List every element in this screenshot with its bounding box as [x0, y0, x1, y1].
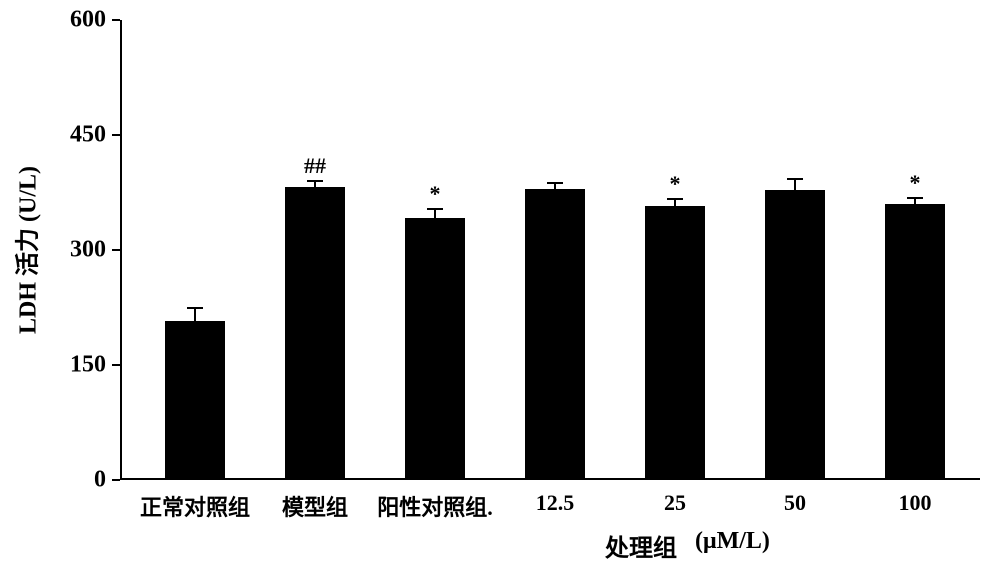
- bar: [765, 190, 825, 480]
- x-tick-label: 25: [664, 480, 686, 516]
- error-cap: [187, 307, 203, 309]
- bar: [645, 206, 705, 480]
- error-cap: [907, 197, 923, 199]
- bar: [885, 204, 945, 480]
- plot-area: 0150300450600正常对照组##模型组*阳性对照组.12.5*2550*…: [120, 20, 980, 480]
- y-tick-label: 450: [70, 122, 120, 149]
- chart-container: LDH 活力 (U/L) 0150300450600正常对照组##模型组*阳性对…: [0, 0, 1000, 578]
- error-bar: [194, 308, 196, 320]
- x-axis-title-unit: (μM/L): [695, 528, 770, 555]
- bar: [525, 189, 585, 480]
- x-tick-label: 阳性对照组.: [377, 480, 493, 522]
- bar: [405, 218, 465, 480]
- x-tick-label: 100: [899, 480, 932, 516]
- y-axis-title: LDH 活力 (U/L): [8, 166, 43, 334]
- error-cap: [307, 180, 323, 182]
- bar: [285, 187, 345, 480]
- y-axis-line: [120, 20, 122, 480]
- bar: [165, 321, 225, 480]
- error-cap: [547, 182, 563, 184]
- y-tick-label: 0: [94, 467, 120, 494]
- bar-annotation: ##: [304, 153, 326, 179]
- bar-annotation: *: [910, 170, 921, 196]
- y-tick-label: 300: [70, 237, 120, 264]
- x-tick-label: 12.5: [536, 480, 575, 516]
- x-tick-label: 模型组: [282, 480, 348, 522]
- error-cap: [427, 208, 443, 210]
- y-tick-label: 150: [70, 352, 120, 379]
- error-bar: [434, 209, 436, 217]
- x-tick-label: 50: [784, 480, 806, 516]
- bar-annotation: *: [430, 181, 441, 207]
- y-tick-label: 600: [70, 7, 120, 34]
- error-bar: [794, 179, 796, 190]
- error-bar: [674, 199, 676, 206]
- x-tick-label: 正常对照组: [140, 480, 250, 522]
- bar-annotation: *: [670, 171, 681, 197]
- error-cap: [667, 198, 683, 200]
- x-axis-title-prefix: 处理组: [605, 528, 677, 563]
- error-cap: [787, 178, 803, 180]
